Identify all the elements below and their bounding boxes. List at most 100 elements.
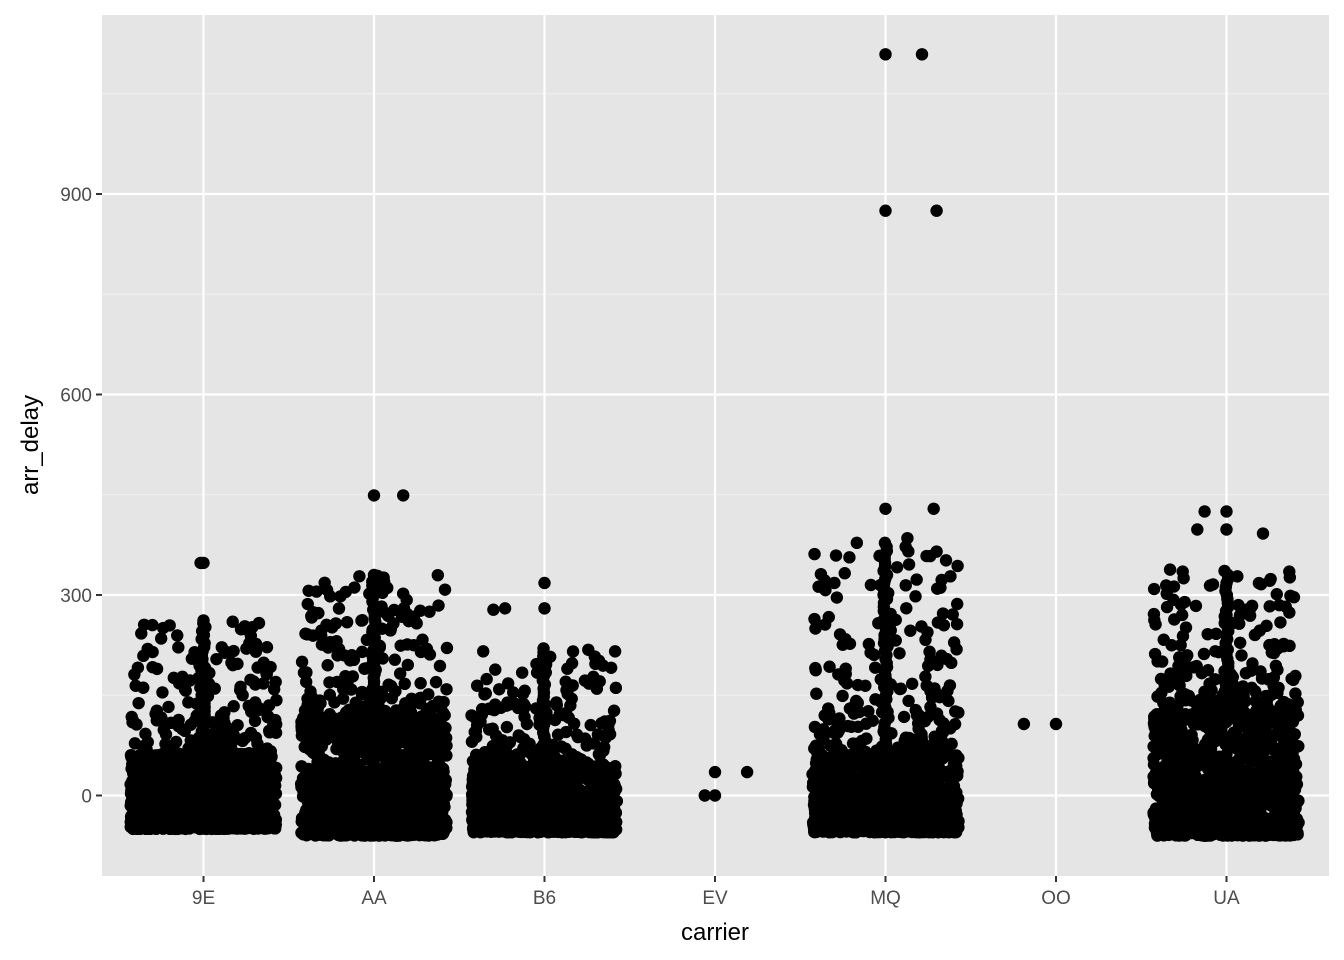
data-point: [865, 765, 878, 779]
data-point: [542, 773, 555, 786]
data-point: [231, 749, 244, 762]
data-point: [838, 674, 851, 687]
data-point: [850, 737, 864, 750]
data-point: [229, 791, 242, 804]
data-point: [260, 667, 273, 680]
data-point: [413, 811, 426, 824]
data-point: [607, 762, 620, 775]
data-point: [825, 781, 838, 795]
data-point: [387, 603, 401, 617]
data-point: [890, 561, 904, 574]
data-point: [594, 811, 608, 825]
data-point: [912, 748, 926, 761]
data-point: [304, 685, 317, 698]
data-point: [342, 776, 356, 789]
data-point: [901, 531, 914, 545]
data-point: [363, 815, 377, 828]
data-point: [950, 643, 963, 656]
data-point: [475, 708, 489, 721]
data-point: [878, 536, 892, 550]
data-point: [171, 629, 184, 642]
data-point: [832, 822, 845, 836]
data-point: [178, 724, 192, 738]
data-point: [500, 786, 514, 799]
data-point: [827, 793, 840, 807]
data-point: [915, 48, 929, 61]
data-point: [311, 790, 324, 804]
data-point: [345, 648, 359, 662]
data-point: [944, 782, 958, 795]
data-point: [219, 769, 233, 782]
data-point: [140, 808, 153, 821]
data-point: [708, 789, 722, 802]
data-point: [184, 734, 197, 747]
data-point: [340, 615, 354, 629]
data-point: [325, 621, 339, 634]
data-point: [470, 679, 484, 692]
data-point: [197, 556, 210, 570]
data-point: [551, 728, 565, 741]
data-point: [486, 722, 499, 735]
data-point: [355, 645, 369, 659]
data-point: [537, 642, 550, 655]
data-point: [935, 573, 948, 587]
data-point: [937, 822, 951, 836]
data-point: [893, 647, 906, 660]
data-point: [928, 682, 941, 695]
data-point: [317, 781, 331, 795]
data-point: [383, 715, 396, 728]
data-point: [240, 749, 254, 762]
data-point: [465, 735, 479, 748]
data-point: [395, 822, 409, 836]
data-point: [841, 812, 854, 826]
data-point: [165, 780, 178, 793]
data-point: [812, 804, 826, 817]
data-point: [217, 815, 231, 828]
data-point: [826, 759, 839, 772]
data-point: [147, 821, 160, 834]
data-point: [897, 710, 911, 724]
data-point: [167, 800, 180, 813]
data-point: [554, 761, 567, 775]
data-point: [159, 737, 172, 751]
data-point: [227, 700, 240, 713]
data-point: [864, 578, 878, 592]
data-point: [337, 754, 350, 768]
data-point: [332, 602, 346, 615]
data-point: [863, 749, 876, 762]
data-point: [302, 584, 315, 597]
data-point: [879, 768, 893, 782]
data-point: [167, 671, 180, 685]
data-point: [252, 701, 266, 715]
data-point: [404, 705, 418, 719]
data-point: [822, 702, 835, 715]
data-point: [500, 720, 514, 734]
data-point: [399, 780, 412, 793]
data-point: [320, 829, 333, 842]
data-point: [427, 741, 440, 754]
data-point: [524, 762, 538, 775]
data-point: [373, 748, 387, 762]
data-point: [356, 614, 369, 627]
data-point: [257, 677, 270, 690]
data-point: [268, 822, 281, 835]
data-point: [396, 587, 410, 600]
data-point: [389, 756, 402, 769]
data-point: [942, 793, 955, 807]
data-point: [270, 693, 283, 707]
data-point: [303, 800, 317, 813]
data-point: [830, 739, 843, 752]
data-point: [220, 646, 234, 659]
data-point: [810, 687, 823, 700]
data-point: [857, 817, 871, 830]
data-point: [146, 645, 159, 659]
data-point: [373, 829, 386, 842]
data-point: [944, 722, 957, 735]
data-point: [909, 703, 922, 717]
data-point: [185, 791, 198, 804]
data-point: [132, 696, 145, 710]
data-point: [196, 821, 209, 834]
data-point: [236, 688, 249, 702]
data-point: [249, 645, 263, 658]
data-point: [919, 768, 932, 782]
